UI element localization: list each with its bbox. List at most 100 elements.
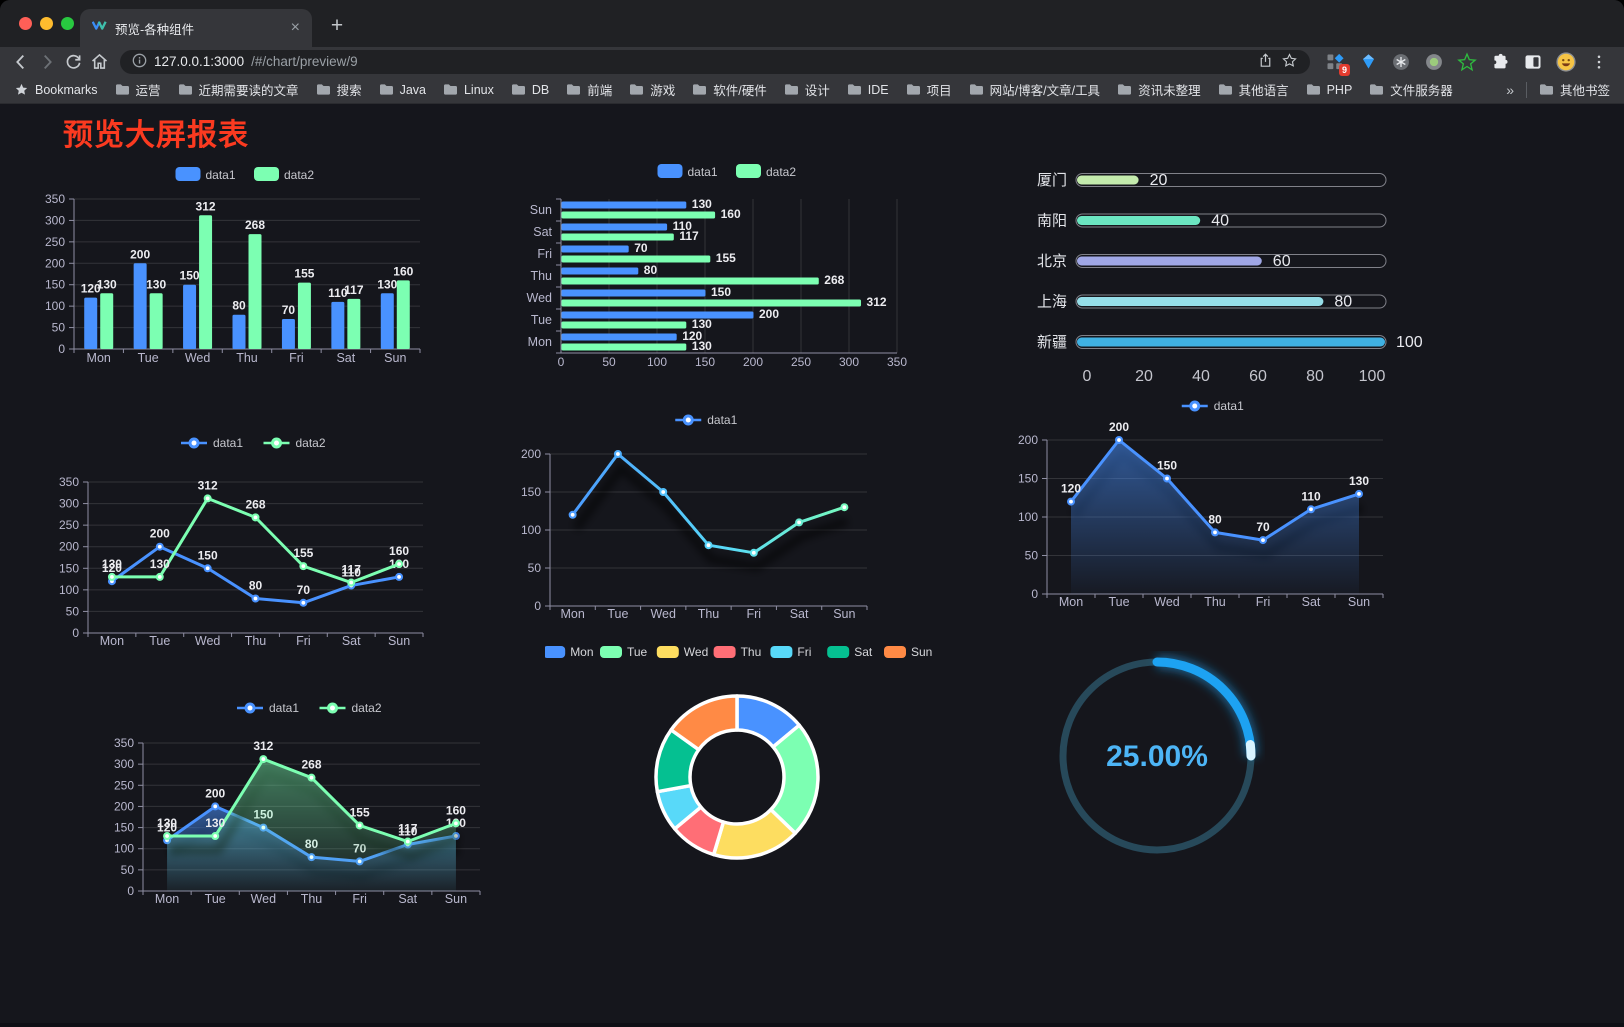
side-panel-icon[interactable] xyxy=(1522,51,1544,73)
site-info-icon[interactable] xyxy=(132,53,147,71)
chart-gauge[interactable]: 25.00% xyxy=(1055,651,1265,863)
chart-bar-vertical[interactable]: data1 data2 0 50 100 150 200 250 300 350 Mon Tue Wed… xyxy=(40,141,470,376)
bookmark-folder-item[interactable]: Java xyxy=(379,83,426,97)
svg-text:130: 130 xyxy=(146,277,166,291)
browser-menu-button[interactable] xyxy=(1588,51,1610,73)
bookmark-folder-item[interactable]: Linux xyxy=(443,83,494,97)
folder-icon xyxy=(1118,84,1132,95)
svg-text:200: 200 xyxy=(45,256,65,270)
bookmark-star-icon[interactable] xyxy=(1281,52,1298,72)
svg-text:40: 40 xyxy=(1211,213,1229,230)
bookmark-folder-item[interactable]: 设计 xyxy=(784,80,830,99)
svg-text:312: 312 xyxy=(198,478,218,492)
chart-line-gradient[interactable]: data1 0 50 100 150 200 Mon Tue Wed Thu Fri Sat Sun xyxy=(505,396,900,631)
svg-text:Mon: Mon xyxy=(155,892,179,906)
svg-text:110: 110 xyxy=(328,286,348,300)
bookmark-folder-item[interactable]: 文件服务器 xyxy=(1369,80,1453,99)
chart-line-area[interactable]: data1 0 50 100 150 200 Mon Tue Wed Thu Fri Sat Sun 12… xyxy=(985,386,1400,618)
bookmark-folder-item[interactable]: DB xyxy=(511,83,549,97)
svg-text:Tue: Tue xyxy=(627,645,648,659)
svg-text:150: 150 xyxy=(695,355,715,369)
url-path: /#/chart/preview/9 xyxy=(251,54,358,69)
bookmark-folder-item[interactable]: 运营 xyxy=(115,80,161,99)
bookmark-folder-item[interactable]: 软件/硬件 xyxy=(692,80,767,99)
address-bar[interactable]: 127.0.0.1:3000 /#/chart/preview/9 xyxy=(120,49,1310,74)
profile-avatar[interactable] xyxy=(1555,51,1577,73)
svg-text:200: 200 xyxy=(114,799,134,813)
extensions-puzzle-icon[interactable] xyxy=(1489,51,1511,73)
svg-text:160: 160 xyxy=(446,803,466,817)
share-icon[interactable] xyxy=(1257,52,1274,72)
svg-text:100: 100 xyxy=(647,355,667,369)
bookmark-folder-item[interactable]: 其他语言 xyxy=(1218,80,1289,99)
svg-text:268: 268 xyxy=(301,758,321,772)
chart-line-area-two[interactable]: data1 data2 0 50 100 150 200 250 300 350 Mon Tue Wed… xyxy=(100,673,530,918)
bookmarks-overflow-button[interactable]: » xyxy=(1506,81,1514,98)
forward-button[interactable] xyxy=(34,49,60,75)
bar-vertical-canvas: data1 data2 0 50 100 150 200 250 300 350 Mon Tue Wed… xyxy=(45,167,421,365)
svg-text:Thu: Thu xyxy=(741,645,762,659)
svg-text:0: 0 xyxy=(534,599,541,613)
chart-donut[interactable]: Mon Tue Wed Thu Fri Sat Sun xyxy=(545,636,935,911)
svg-text:Wed: Wed xyxy=(1154,595,1180,609)
zoom-window-button[interactable] xyxy=(61,17,74,30)
home-button[interactable] xyxy=(86,49,112,75)
chart-line-two[interactable]: data1 data2 0 50 100 150 200 250 300 350 Mon Tue Wed… xyxy=(40,421,470,663)
folder-icon xyxy=(115,84,129,95)
svg-text:Wed: Wed xyxy=(195,634,221,648)
minimize-window-button[interactable] xyxy=(40,17,53,30)
asterisk-circle-extension-icon[interactable] xyxy=(1390,51,1412,73)
new-tab-button[interactable]: + xyxy=(330,14,344,37)
svg-text:Thu: Thu xyxy=(301,892,323,906)
bookmark-folder-label: 游戏 xyxy=(650,84,676,98)
back-button[interactable] xyxy=(8,49,34,75)
bookmark-folder-item[interactable]: 搜索 xyxy=(316,80,362,99)
svg-text:80: 80 xyxy=(1208,512,1222,526)
svg-text:70: 70 xyxy=(1256,520,1270,534)
svg-text:350: 350 xyxy=(45,192,65,206)
bookmark-folder-item[interactable]: 资讯未整理 xyxy=(1117,80,1201,99)
tab-close-button[interactable]: × xyxy=(290,19,300,36)
svg-text:Tue: Tue xyxy=(205,892,226,906)
svg-text:Tue: Tue xyxy=(138,351,159,365)
bookmark-folder-item[interactable]: IDE xyxy=(847,83,889,97)
extensions-cluster: 9 xyxy=(1318,51,1616,76)
svg-text:160: 160 xyxy=(393,264,413,278)
reload-button[interactable] xyxy=(60,49,86,75)
svg-text:Sat: Sat xyxy=(336,351,355,365)
record-circle-extension-icon[interactable] xyxy=(1423,51,1445,73)
bookmark-folder-item[interactable]: 近期需要读的文章 xyxy=(178,80,299,99)
bookmark-folder-item[interactable]: 游戏 xyxy=(629,80,675,99)
svg-text:300: 300 xyxy=(839,355,859,369)
chart-bar-horizontal[interactable]: data1 data2 0 50 100 150 200 250 300 350 Sun 130 160… xyxy=(505,151,915,376)
bookmark-folder-item[interactable]: 项目 xyxy=(906,80,952,99)
bookmark-folder-item[interactable]: 前端 xyxy=(566,80,612,99)
url-host: 127.0.0.1:3000 xyxy=(154,54,245,69)
svg-text:110: 110 xyxy=(398,824,418,838)
bookmark-folder-label: 网站/博客/文章/工具 xyxy=(989,84,1101,98)
svg-text:Sun: Sun xyxy=(911,645,932,659)
chart-progress-bars[interactable]: 厦门 20 南阳 40 北京 60 上海 80 新疆 100 0 20 40 60 80 100 xyxy=(995,156,1435,396)
close-window-button[interactable] xyxy=(19,17,32,30)
bookmark-folder-item[interactable]: PHP xyxy=(1306,82,1353,97)
dashboard-page: 预览大屏报表 data1 data2 0 50 100 150 200 250 300 350 Mo… xyxy=(0,104,1624,1027)
other-bookmarks-item[interactable]: 其他书签 xyxy=(1539,80,1610,99)
gem-extension-icon[interactable] xyxy=(1357,51,1379,73)
svg-text:Mon: Mon xyxy=(100,634,124,648)
apps-grid-extension-icon[interactable]: 9 xyxy=(1324,51,1350,76)
window-bottom-edge xyxy=(0,1023,1624,1027)
svg-text:130: 130 xyxy=(102,557,122,571)
svg-text:130: 130 xyxy=(692,197,712,211)
svg-text:130: 130 xyxy=(377,277,397,291)
folder-icon xyxy=(1539,84,1553,95)
svg-text:Mon: Mon xyxy=(528,335,552,349)
bookmarks-root-item[interactable]: Bookmarks xyxy=(14,82,98,97)
svg-text:新疆: 新疆 xyxy=(1037,334,1067,351)
bookmark-folder-item[interactable]: 网站/博客/文章/工具 xyxy=(969,80,1100,99)
svg-text:70: 70 xyxy=(282,303,296,317)
bookmark-folder-label: PHP xyxy=(1326,82,1353,97)
svg-text:110: 110 xyxy=(1301,489,1321,503)
green-star-extension-icon[interactable] xyxy=(1456,51,1478,73)
svg-text:Sun: Sun xyxy=(1348,595,1370,609)
browser-tab[interactable]: 预览-各种组件 × xyxy=(80,9,312,47)
